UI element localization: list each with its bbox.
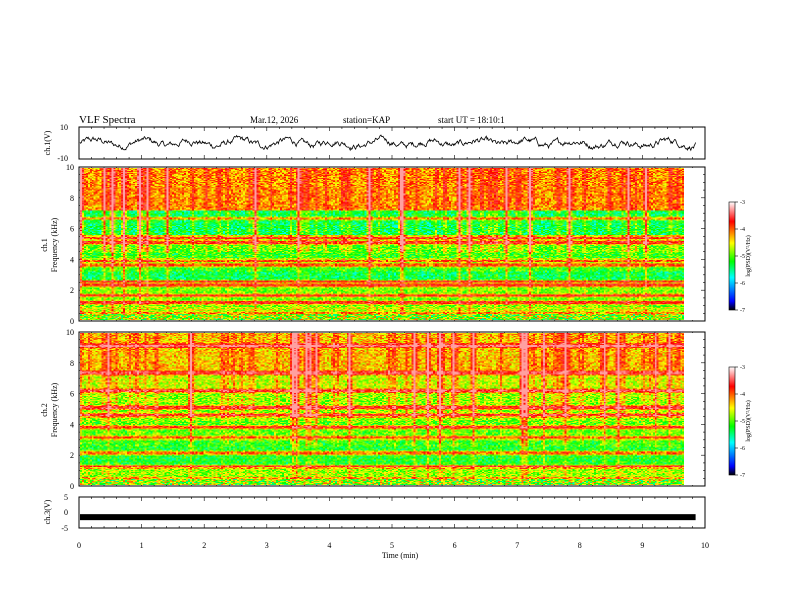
ch1-spec-y-label: 10 [66,163,74,172]
x-tick-label: 5 [390,541,394,550]
ch1-spec-ylabel: ch.1 Frequency (kHz) [40,217,59,272]
ch3-wave-frame [78,496,706,529]
ch2-spectrogram-panel: 0 2 4 6 8 10 [66,328,706,491]
ch2-colorbar: -3 -4 -5 -6 -7 log(PSD)(V²/Hz) [728,365,752,479]
x-tick-label: 9 [640,541,644,550]
x-tick-label: 10 [701,541,709,550]
station-label: station=KAP [343,115,390,125]
x-tick-label: 1 [140,541,144,550]
ch1-spec-y-label: 0 [70,317,74,326]
ch2-spec-y-label: 6 [70,390,74,399]
ch2-spectrogram-image [80,333,694,485]
ch1-wave-xticks [78,127,706,159]
ch2-spec-y-label: 8 [70,359,74,368]
ch1-ytick-top: 10 [60,123,68,132]
x-tick-label: 3 [265,541,269,550]
ch1-cb-label: -5 [740,254,745,260]
ch2-cb-label: -4 [740,392,745,398]
ch2-spec-ylabel-channel: ch.2 [40,403,49,417]
date-label: Mar.12, 2026 [250,115,299,125]
ch2-spec-y-label: 0 [70,482,74,491]
ch2-colorbar-label: log(PSD)(V²/Hz) [745,400,752,441]
ch1-ytick-bottom: -10 [57,154,68,163]
ch1-cb-label: -3 [740,200,745,206]
ch3-wave-ylabel: ch.3(V) [43,499,52,524]
ch1-cb-label: -7 [740,308,745,314]
start-time-label: start UT = 18:10:1 [438,115,505,125]
ch1-spec-y-label: 4 [70,255,74,264]
figure-title: VLF Spectra [79,114,136,126]
ch2-cb-label: -7 [740,473,745,479]
ch2-spec-y-label: 4 [70,420,74,429]
ch1-wave-ylabel: ch.1(V) [43,130,52,155]
ch1-spec-y-label: 6 [70,225,74,234]
ch1-spec-ylabel-freq: Frequency (kHz) [50,217,59,272]
ch3-waveform-band [80,514,696,521]
ch3-ytick-top: 5 [64,493,68,502]
ch2-cb-label: -6 [740,446,745,452]
ch1-colorbar-ticks: -3 -4 -5 -6 -7 [735,200,745,314]
ch1-spec-ylabel-channel: ch.1 [40,238,49,252]
x-tick-labels: 0 1 2 3 4 5 6 7 8 9 10 [77,541,709,550]
ch1-spec-y-label: 8 [70,194,74,203]
ch1-colorbar-label: log(PSD)(V²/Hz) [745,235,752,276]
ch1-spectrogram-image [80,168,694,320]
x-tick-label: 0 [77,541,81,550]
ch1-spec-y-label: 2 [70,286,74,295]
x-tick-label: 4 [327,541,331,550]
ch2-cb-label: -3 [740,365,745,371]
ch3-ytick-bottom: -5 [61,524,68,533]
ch3-waveform-panel: 5 0 -5 [61,493,706,533]
ch3-wave-xticks [78,497,706,528]
ch2-spec-y-label: 10 [66,328,74,337]
ch2-spec-ylabel-freq: Frequency (kHz) [50,382,59,437]
ch2-spec-ylabel: ch.2 Frequency (kHz) [40,382,59,437]
x-tick-label: 8 [578,541,582,550]
x-tick-label: 7 [515,541,519,550]
x-tick-label: 6 [453,541,457,550]
ch1-waveform-panel: 10 -10 [57,123,706,163]
ch1-colorbar-gradient [728,201,736,311]
ch3-ytick-mid: 0 [64,508,68,517]
ch1-waveform-line [79,134,696,152]
x-tick-label: 2 [202,541,206,550]
ch1-cb-label: -4 [740,227,745,233]
ch2-cb-label: -5 [740,419,745,425]
ch2-colorbar-gradient [728,366,736,476]
x-axis-label: Time (min) [382,551,419,560]
ch1-cb-label: -6 [740,281,745,287]
ch2-spec-y-label: 2 [70,451,74,460]
ch2-colorbar-ticks: -3 -4 -5 -6 -7 [735,365,745,479]
ch1-colorbar: -3 -4 -5 -6 -7 log(PSD)(V²/Hz) [728,200,752,314]
